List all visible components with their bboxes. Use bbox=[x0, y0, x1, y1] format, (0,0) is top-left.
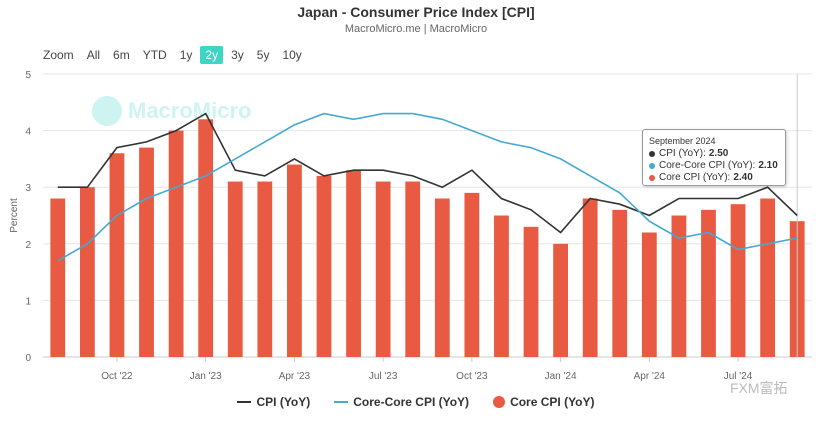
bar bbox=[375, 181, 391, 357]
corner-watermark: FXM富拓 bbox=[730, 380, 788, 396]
tooltip-label: Core-Core CPI (YoY): bbox=[659, 160, 756, 171]
bar bbox=[405, 181, 421, 357]
bar bbox=[227, 181, 243, 357]
y-tick-label: 3 bbox=[25, 183, 31, 194]
bar bbox=[612, 209, 628, 357]
tooltip-value: 2.50 bbox=[708, 148, 729, 159]
zoom-ytd-button[interactable]: YTD bbox=[142, 48, 167, 62]
tooltip: September 2024 CPI (YoY): 2.50 Core-Core… bbox=[642, 129, 786, 186]
bar bbox=[287, 164, 302, 357]
watermark-text: MacroMicro bbox=[128, 98, 252, 123]
bar bbox=[139, 147, 154, 357]
tooltip-row: Core-Core CPI (YoY): 2.10 bbox=[649, 160, 779, 172]
x-tick-label: Jul '24 bbox=[724, 371, 753, 382]
bar bbox=[523, 226, 539, 357]
y-axis-title: Percent bbox=[9, 198, 20, 233]
bar bbox=[464, 192, 480, 357]
bar bbox=[760, 198, 776, 357]
x-tick-label: Jul '23 bbox=[369, 371, 398, 382]
watermark-icon bbox=[92, 96, 122, 126]
x-tick-label: Apr '23 bbox=[279, 371, 311, 382]
zoom-label: Zoom bbox=[43, 48, 74, 62]
tooltip-row: CPI (YoY): 2.50 bbox=[649, 148, 779, 160]
bar bbox=[79, 187, 95, 357]
zoom-3y-button[interactable]: 3y bbox=[231, 48, 244, 62]
legend-item-core-cpi[interactable]: Core CPI (YoY) bbox=[493, 395, 595, 409]
bar bbox=[346, 170, 361, 357]
y-tick-label: 1 bbox=[25, 296, 31, 307]
x-tick-label: Jan '23 bbox=[190, 371, 222, 382]
bar bbox=[50, 198, 66, 357]
series-line bbox=[57, 112, 798, 234]
tooltip-value: 2.10 bbox=[758, 160, 778, 171]
chart-title: Japan - Consumer Price Index [CPI] bbox=[297, 4, 535, 20]
zoom-6m-button[interactable]: 6m bbox=[113, 48, 130, 62]
bar bbox=[257, 181, 273, 357]
zoom-5y-button[interactable]: 5y bbox=[256, 48, 270, 62]
bar bbox=[494, 215, 509, 357]
legend-line-icon bbox=[237, 401, 252, 403]
y-tick-label: 0 bbox=[25, 353, 31, 364]
x-tick-label: Jan '24 bbox=[545, 371, 577, 382]
zoom-10y-button[interactable]: 10y bbox=[282, 48, 302, 62]
bar bbox=[671, 215, 687, 357]
legend-line-icon bbox=[334, 401, 349, 403]
tooltip-title: September 2024 bbox=[649, 136, 716, 146]
legend-label: CPI (YoY) bbox=[256, 395, 311, 409]
bar bbox=[730, 204, 746, 357]
chart-subtitle: MacroMicro.me | MacroMicro bbox=[344, 23, 488, 35]
tooltip-dot-cpi bbox=[649, 151, 655, 157]
zoom-bar: Zoom All 6m YTD 1y 2y 3y 5y 10y bbox=[43, 46, 310, 64]
legend-item-core-core-cpi[interactable]: Core-Core CPI (YoY) bbox=[334, 395, 469, 409]
bar bbox=[641, 232, 657, 357]
bar bbox=[109, 153, 125, 357]
legend: CPI (YoY) Core-Core CPI (YoY) Core CPI (… bbox=[0, 395, 832, 409]
tooltip-dot-core bbox=[649, 175, 655, 181]
bar bbox=[434, 198, 450, 357]
tooltip-label: Core CPI (YoY): bbox=[659, 172, 731, 183]
zoom-all-button[interactable]: All bbox=[86, 48, 101, 62]
bar bbox=[553, 243, 568, 357]
legend-label: Core-Core CPI (YoY) bbox=[353, 395, 470, 409]
series-line bbox=[57, 112, 798, 262]
tooltip-label: CPI (YoY): bbox=[659, 148, 706, 159]
y-tick-label: 4 bbox=[25, 127, 31, 138]
legend-dot-icon bbox=[493, 396, 506, 408]
legend-item-cpi[interactable]: CPI (YoY) bbox=[237, 395, 310, 409]
y-tick-label: 2 bbox=[25, 240, 31, 251]
tooltip-value: 2.40 bbox=[733, 172, 753, 183]
bar bbox=[168, 130, 184, 357]
x-tick-label: Apr '24 bbox=[634, 371, 666, 382]
bar bbox=[198, 119, 214, 357]
tooltip-row: Core CPI (YoY): 2.40 bbox=[649, 172, 779, 184]
y-tick-label: 5 bbox=[25, 70, 31, 81]
zoom-1y-button[interactable]: 1y bbox=[179, 48, 193, 62]
bar bbox=[316, 175, 332, 357]
bar bbox=[582, 198, 598, 357]
tooltip-dot-core-core bbox=[649, 163, 655, 169]
watermark-logo: MacroMicro bbox=[92, 96, 251, 126]
bar bbox=[701, 209, 716, 357]
legend-label: Core CPI (YoY) bbox=[510, 395, 595, 409]
x-tick-label: Oct '23 bbox=[456, 371, 488, 382]
x-tick-label: Oct '22 bbox=[101, 371, 133, 382]
zoom-2y-button[interactable]: 2y bbox=[200, 46, 224, 64]
